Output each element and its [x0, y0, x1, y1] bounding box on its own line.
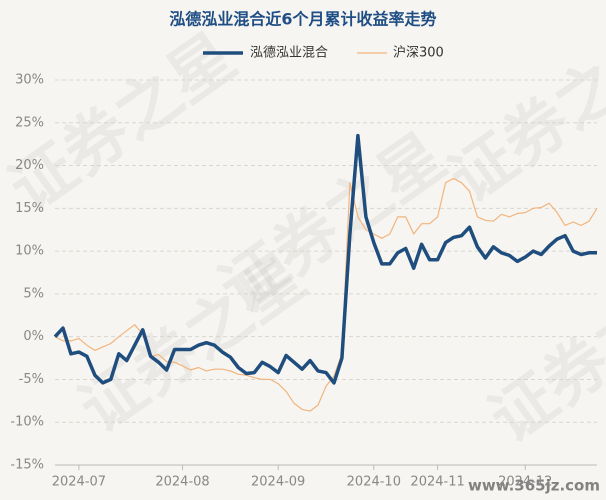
y-tick-label: -10%	[10, 415, 44, 430]
plot	[53, 133, 598, 412]
x-tick-label: 2024-11	[410, 475, 464, 490]
y-tick-label: 15%	[15, 201, 44, 216]
x-tick-label: 2024-08	[155, 475, 209, 490]
legend-label: 泓德泓业混合	[250, 46, 328, 61]
legend-label: 沪深300	[393, 45, 444, 61]
y-tick-label: 0%	[23, 329, 44, 344]
y-tick-label: 30%	[15, 73, 44, 88]
x-tick-label: 2024-12	[498, 475, 552, 490]
y-tick-label: -15%	[10, 458, 44, 473]
site-watermark: www.365jz.com	[468, 477, 600, 495]
grid: -15% -10% -5% 0% 5% 10% 15% 20% 25% 30% 2024-07 202…	[10, 73, 597, 490]
series-line	[53, 133, 597, 385]
legend: 泓德泓业混合 沪深300	[203, 45, 444, 61]
y-tick-label: 10%	[15, 244, 44, 259]
x-tick-label: 2024-09	[251, 475, 305, 490]
y-tick-label: 20%	[15, 158, 44, 173]
x-tick-label: 2024-10	[347, 475, 401, 490]
y-tick-label: -5%	[19, 372, 44, 387]
y-tick-label: 5%	[23, 286, 44, 301]
chart-title: 泓德泓业混合近6个月累计收益率走势	[169, 10, 436, 29]
x-tick-label: 2024-07	[52, 475, 106, 490]
y-tick-label: 25%	[15, 115, 44, 130]
